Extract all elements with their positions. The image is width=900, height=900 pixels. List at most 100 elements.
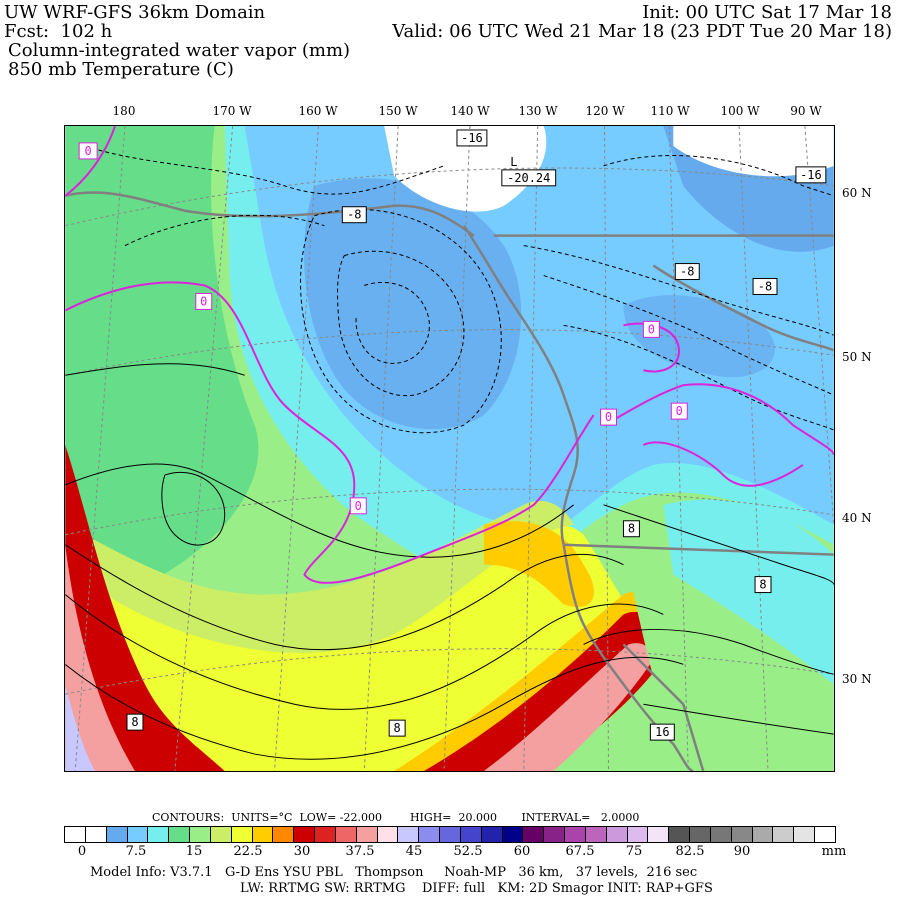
contour-label-8-2: 8 — [759, 578, 766, 592]
contour-labels: 0 0 0 0 0 0 -1 — [78, 129, 827, 741]
colorbar-cell — [751, 826, 774, 843]
lat-label-30n: 30 N — [842, 672, 872, 686]
model-physics: LW: RRTMG SW: RRTMG DIFF: full KM: 2D Sm… — [240, 881, 713, 896]
colorbar-cell — [84, 826, 107, 843]
colorbar-cell — [189, 826, 211, 843]
colorbar-tick-67-5: 67.5 — [565, 844, 595, 859]
coastlines — [65, 191, 834, 771]
colorbar-cell — [397, 826, 420, 843]
contour-label-8-4: 8 — [394, 721, 401, 735]
contour-label-zero-2: 0 — [200, 294, 207, 308]
forecast-hour: Fcst: 102 h — [4, 21, 113, 42]
colorbar-cell — [209, 826, 232, 843]
shading-white-ne — [673, 126, 834, 177]
colorbar — [64, 826, 836, 843]
colorbar-cell — [814, 826, 836, 843]
colorbar-cell — [251, 826, 274, 843]
colorbar-cell — [126, 826, 149, 843]
colorbar-cell — [772, 826, 795, 843]
low-center-letter: L — [510, 155, 517, 169]
colorbar-tick-37-5: 37.5 — [345, 844, 375, 859]
contour-label-minus8-2: -8 — [680, 265, 694, 279]
shading-cyan-east — [663, 499, 834, 685]
colorbar-cell — [564, 826, 586, 843]
model-title: UW WRF-GFS 36km Domain — [4, 2, 266, 23]
field-title-1: Column-integrated water vapor (mm) — [8, 40, 351, 61]
colorbar-cell — [376, 826, 399, 843]
colorbar-unit: mm — [821, 844, 847, 859]
lon-label-160w: 160 W — [298, 104, 338, 118]
valid-time: Valid: 06 UTC Wed 21 Mar 18 (23 PDT Tue … — [392, 21, 892, 42]
colorbar-cell — [105, 826, 128, 843]
contour-label-minus16-1: -16 — [461, 131, 483, 145]
colorbar-tick-30: 30 — [293, 844, 311, 859]
colorbar-cell — [647, 826, 670, 843]
field-title-2: 850 mb Temperature (C) — [8, 59, 234, 80]
colorbar-tick-90: 90 — [733, 844, 751, 859]
lon-label-140w: 140 W — [450, 104, 490, 118]
lon-label-120w: 120 W — [585, 104, 625, 118]
contour-label-zero-3: 0 — [355, 499, 362, 513]
lon-label-90w: 90 W — [790, 104, 822, 118]
colorbar-cell — [605, 826, 628, 843]
low-center-value: -20.24 — [507, 171, 550, 185]
shading-white-alaska — [384, 126, 547, 212]
colorbar-cell — [314, 826, 336, 843]
contour-label-zero-5: 0 — [605, 410, 612, 424]
colorbar-cell — [626, 826, 649, 843]
graticule — [65, 126, 834, 771]
shading-yellowgreen — [65, 501, 574, 653]
colorbar-tick-0: 0 — [77, 844, 87, 859]
shading-pink-west — [65, 544, 135, 771]
lon-label-110w: 110 W — [650, 104, 690, 118]
colorbar-cell — [355, 826, 378, 843]
colorbar-cell — [501, 826, 524, 843]
colorbar-cell — [439, 826, 461, 843]
colorbar-cell — [584, 826, 607, 843]
colorbar-cell — [522, 826, 545, 843]
solid-isotherms — [65, 363, 834, 760]
shading-red-ar — [424, 611, 674, 771]
colorbar-tick-82-5: 82.5 — [675, 844, 705, 859]
contour-label-minus8-3: -8 — [758, 279, 772, 293]
colorbar-tick-60: 60 — [513, 844, 531, 859]
shading-violet-west — [65, 684, 96, 771]
colorbar-tick-75: 75 — [625, 844, 643, 859]
colorbar-cell — [543, 826, 566, 843]
colorbar-cell — [230, 826, 253, 843]
shading-red-west — [65, 445, 225, 771]
colorbar-tick-52-5: 52.5 — [453, 844, 483, 859]
dashed-isotherms — [84, 145, 834, 434]
lon-label-170w: 170 W — [212, 104, 252, 118]
water-vapor-map: 0 0 0 0 0 0 -1 — [64, 125, 835, 772]
colorbar-cell — [334, 826, 357, 843]
colorbar-cell — [793, 826, 816, 843]
shading-pink-ar — [483, 643, 654, 771]
colorbar-tick-15: 15 — [185, 844, 203, 859]
init-time: Init: 00 UTC Sat 17 Mar 18 — [642, 2, 892, 23]
shading-green-west — [65, 126, 259, 605]
colorbar-cell — [147, 826, 170, 843]
contour-label-zero-1: 0 — [85, 144, 92, 158]
colorbar-cell — [689, 826, 711, 843]
lon-label-150w: 150 W — [378, 104, 418, 118]
lat-label-60n: 60 N — [842, 186, 872, 200]
contour-info: CONTOURS: UNITS=°C LOW= -22.000 HIGH= 20… — [152, 811, 640, 824]
lon-label-130w: 130 W — [518, 104, 558, 118]
colorbar-cell — [64, 826, 86, 843]
model-info: Model Info: V3.7.1 G-D Ens YSU PBL Thomp… — [90, 865, 698, 880]
shading-blue-low — [304, 178, 522, 430]
shading-green-east — [623, 544, 834, 771]
colorbar-cell — [709, 826, 732, 843]
colorbar-cell — [272, 826, 295, 843]
contour-label-8-1: 8 — [628, 522, 635, 536]
colorbar-tick-7-5: 7.5 — [125, 844, 147, 859]
contour-label-minus16-2: -16 — [800, 168, 822, 182]
contour-label-16: 16 — [655, 725, 669, 739]
lat-label-50n: 50 N — [842, 350, 872, 364]
colorbar-tick-22-5: 22.5 — [233, 844, 263, 859]
contour-label-minus8-1: -8 — [347, 208, 361, 222]
lon-label-100w: 100 W — [720, 104, 760, 118]
zero-isotherm — [65, 126, 834, 584]
